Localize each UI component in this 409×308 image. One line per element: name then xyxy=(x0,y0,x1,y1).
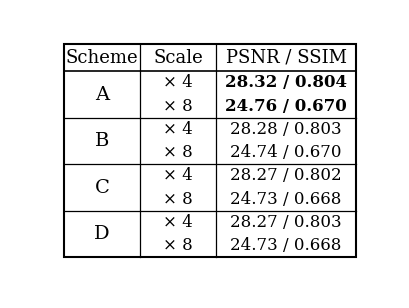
Text: × 4: × 4 xyxy=(163,75,192,91)
Text: Scheme: Scheme xyxy=(65,49,138,67)
Text: × 4: × 4 xyxy=(163,121,192,138)
Text: × 4: × 4 xyxy=(163,168,192,184)
Text: 28.28 / 0.803: 28.28 / 0.803 xyxy=(230,121,341,138)
Text: × 8: × 8 xyxy=(163,191,192,208)
Text: 24.73 / 0.668: 24.73 / 0.668 xyxy=(230,191,341,208)
Text: × 8: × 8 xyxy=(163,144,192,161)
Text: × 4: × 4 xyxy=(163,214,192,231)
Bar xyxy=(64,44,355,257)
Text: × 8: × 8 xyxy=(163,98,192,115)
Text: B: B xyxy=(94,132,109,150)
Text: PSNR / SSIM: PSNR / SSIM xyxy=(225,49,346,67)
Text: A: A xyxy=(94,86,109,103)
Text: C: C xyxy=(94,179,109,197)
Text: 28.27 / 0.803: 28.27 / 0.803 xyxy=(230,214,341,231)
Text: 24.74 / 0.670: 24.74 / 0.670 xyxy=(230,144,341,161)
Text: 28.27 / 0.802: 28.27 / 0.802 xyxy=(230,168,341,184)
Text: D: D xyxy=(94,225,110,243)
Text: 24.73 / 0.668: 24.73 / 0.668 xyxy=(230,237,341,254)
Text: 24.76 / 0.670: 24.76 / 0.670 xyxy=(225,98,346,115)
Text: 28.32 / 0.804: 28.32 / 0.804 xyxy=(225,75,346,91)
Text: Scale: Scale xyxy=(153,49,202,67)
Text: × 8: × 8 xyxy=(163,237,192,254)
